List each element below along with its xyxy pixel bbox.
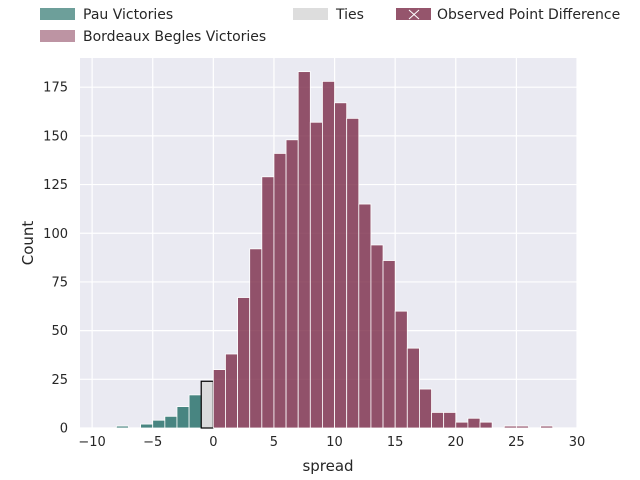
histogram-bar	[200, 380, 214, 429]
x-tick-labels: −10 −5 0 5 10 15 20 25 30	[78, 435, 585, 450]
histogram-bar	[309, 121, 323, 429]
y-tick-labels: 0 25 50 75 100 125 150 175	[43, 81, 68, 437]
histogram-bar	[164, 415, 178, 429]
y-tick-label: 25	[51, 373, 68, 388]
histogram-bar	[406, 347, 420, 429]
y-tick-label: 75	[51, 275, 68, 290]
x-tick-label: 30	[569, 435, 586, 450]
histogram-bar	[358, 203, 372, 429]
y-tick-label: 100	[43, 227, 68, 242]
histogram-bar	[297, 71, 311, 429]
histogram-bar	[176, 406, 190, 429]
histogram-bar	[334, 102, 348, 429]
legend-label-bordeaux-begles-victories: Bordeaux Begles Victories	[83, 29, 266, 45]
histogram-bar	[212, 369, 226, 429]
histogram-bar	[467, 417, 481, 429]
x-tick-label: −5	[143, 435, 162, 450]
histogram-bar	[249, 248, 263, 429]
legend-swatch-pau-victories	[40, 8, 75, 20]
y-tick-label: 150	[43, 129, 68, 144]
x-tick-label: 0	[209, 435, 217, 450]
legend-swatch-bordeaux-begles-victories	[40, 30, 75, 42]
legend: Pau Victories Bordeaux Begles Victories …	[40, 7, 620, 45]
histogram-bar	[322, 80, 335, 429]
y-tick-label: 0	[60, 422, 68, 437]
histogram-bar	[273, 153, 287, 429]
histogram-bar	[237, 297, 251, 429]
y-tick-label: 50	[51, 324, 68, 339]
histogram-bar	[370, 244, 384, 429]
histogram-bar	[382, 260, 396, 429]
histogram-bar	[188, 394, 202, 429]
histogram-bar	[515, 425, 529, 429]
histogram-bar	[455, 421, 469, 429]
x-tick-label: 5	[270, 435, 278, 450]
histogram-bar	[479, 421, 493, 429]
x-tick-label: 25	[508, 435, 525, 450]
legend-label-ties: Ties	[335, 7, 364, 23]
x-tick-label: 20	[448, 435, 465, 450]
x-axis-label: spread	[302, 457, 353, 475]
histogram-bar	[115, 425, 129, 429]
legend-swatch-cross-mark	[408, 9, 420, 20]
histogram-bar	[503, 425, 517, 429]
x-tick-label: 10	[326, 435, 343, 450]
histogram-bar	[152, 419, 166, 429]
histogram-bar	[140, 423, 154, 429]
y-tick-label: 175	[43, 81, 68, 96]
legend-label-observed-point-difference: Observed Point Difference	[437, 7, 620, 23]
y-tick-label: 125	[43, 178, 68, 193]
histogram-bar	[419, 388, 432, 429]
histogram-bar	[261, 176, 275, 429]
x-tick-label: −10	[78, 435, 105, 450]
histogram-bar	[394, 310, 408, 429]
bars	[115, 71, 554, 429]
histogram-bar	[346, 117, 360, 429]
histogram-bar	[225, 353, 238, 429]
legend-swatch-ties	[293, 8, 328, 20]
histogram-bar	[540, 425, 554, 429]
histogram-bar	[285, 139, 299, 429]
y-axis-label: Count	[19, 221, 37, 266]
histogram-bar	[443, 412, 457, 429]
legend-label-pau-victories: Pau Victories	[83, 7, 173, 23]
histogram-bar	[431, 412, 445, 429]
x-tick-label: 15	[387, 435, 404, 450]
